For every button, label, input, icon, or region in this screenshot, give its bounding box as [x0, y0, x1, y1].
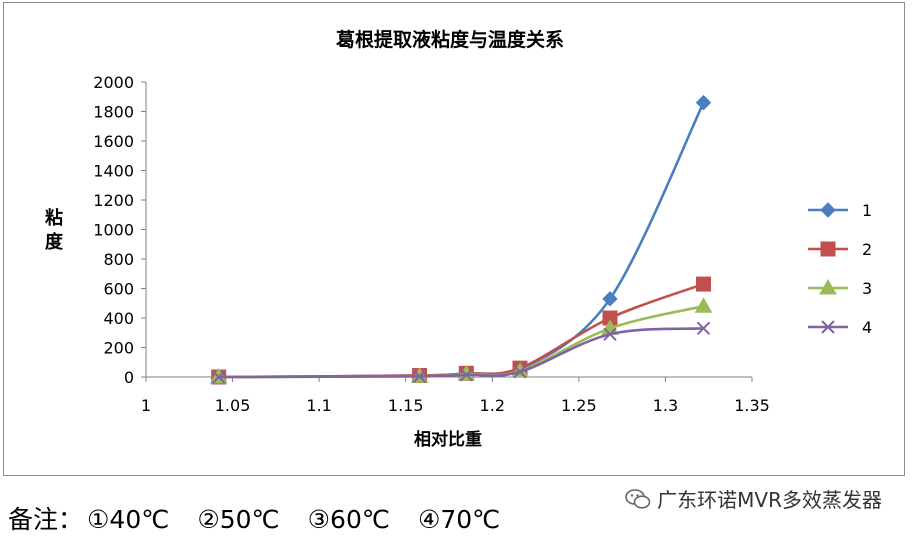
- x-tick-label: 1.3: [653, 396, 678, 415]
- y-tick-label: 2000: [93, 73, 134, 92]
- data-point: [695, 94, 712, 111]
- marker-stroke: [513, 365, 527, 379]
- y-tick-label: 0: [124, 368, 134, 387]
- line-chart: 葛根提取液粘度与温度关系 粘度 相对比重 0200400600800100012…: [45, 28, 872, 450]
- data-point: [459, 368, 474, 382]
- wechat-icon: [625, 488, 651, 509]
- axes: 0 200 400 600 800 1000 1200 1400 1600 1800 2000 1 1.…: [93, 73, 770, 415]
- y-tick-label: 1600: [93, 132, 134, 151]
- series-line: [218, 327, 704, 379]
- legend-marker: [821, 320, 835, 334]
- x-tick-label: 1.05: [215, 396, 251, 415]
- data-point: [412, 369, 427, 383]
- legend-item: 2: [808, 240, 872, 259]
- marker-stroke: [603, 327, 617, 341]
- legend-item: 4: [808, 318, 872, 337]
- data-point: [602, 291, 618, 307]
- note-item: ①40℃: [87, 505, 170, 534]
- note: 备注： ①40℃ ②50℃ ③60℃ ④70℃: [8, 500, 528, 536]
- data-point: [457, 365, 476, 381]
- y-tick-label: 600: [103, 280, 134, 299]
- marker-stroke: [696, 321, 711, 336]
- data-point: [696, 321, 711, 336]
- series-line: [218, 102, 705, 379]
- y-axis-label-char: 度: [45, 231, 64, 253]
- y-tick-label: 800: [103, 250, 134, 269]
- y-tick-label: 400: [103, 309, 134, 328]
- y-tick-label: 1200: [93, 191, 134, 210]
- y-tick-label: 200: [103, 339, 134, 358]
- note-item: ②50℃: [197, 505, 280, 534]
- y-axis-label-char: 粘: [45, 207, 63, 229]
- data-point: [694, 297, 713, 313]
- legend-label: 3: [862, 279, 872, 298]
- x-tick-label: 1.25: [561, 396, 597, 415]
- legend-label: 1: [862, 201, 872, 220]
- data-point: [513, 365, 527, 379]
- y-tick-label: 1800: [93, 103, 134, 122]
- watermark-text: 广东环诺MVR多效蒸发器: [657, 488, 882, 512]
- note-item: ③60℃: [307, 505, 390, 534]
- x-tick-label: 1.2: [480, 396, 505, 415]
- legend: 1 2 3 4: [808, 201, 872, 337]
- x-tick-label: 1.35: [734, 396, 770, 415]
- legend-marker: [820, 241, 836, 257]
- legend-marker: [819, 278, 837, 295]
- x-axis-label: 相对比重: [414, 429, 482, 450]
- marker-stroke: [412, 369, 427, 383]
- data-point: [603, 327, 617, 341]
- x-tick-label: 1.1: [306, 396, 331, 415]
- chart-frame: [3, 2, 905, 476]
- series-1: [211, 94, 712, 385]
- y-axis-label: 粘度: [45, 207, 64, 253]
- legend-item: 3: [808, 278, 872, 298]
- legend-label: 2: [862, 240, 872, 259]
- data-point: [696, 276, 712, 292]
- chart-title: 葛根提取液粘度与温度关系: [335, 28, 564, 51]
- marker-stroke: [212, 370, 226, 384]
- data-point: [212, 370, 226, 384]
- legend-marker: [820, 202, 836, 218]
- x-tick-label: 1.15: [388, 396, 424, 415]
- marker-stroke: [459, 368, 474, 382]
- note-prefix: 备注：: [8, 505, 84, 534]
- series-4: [212, 321, 711, 384]
- y-tick-label: 1000: [93, 221, 134, 240]
- legend-item: 1: [808, 201, 872, 220]
- x-tick-label: 1: [141, 396, 151, 415]
- legend-label: 4: [862, 318, 872, 337]
- note-item: ④70℃: [417, 505, 501, 534]
- plot-area: [209, 94, 713, 385]
- y-tick-label: 1400: [93, 162, 134, 181]
- marker-stroke: [821, 320, 835, 334]
- watermark: 广东环诺MVR多效蒸发器: [625, 484, 882, 513]
